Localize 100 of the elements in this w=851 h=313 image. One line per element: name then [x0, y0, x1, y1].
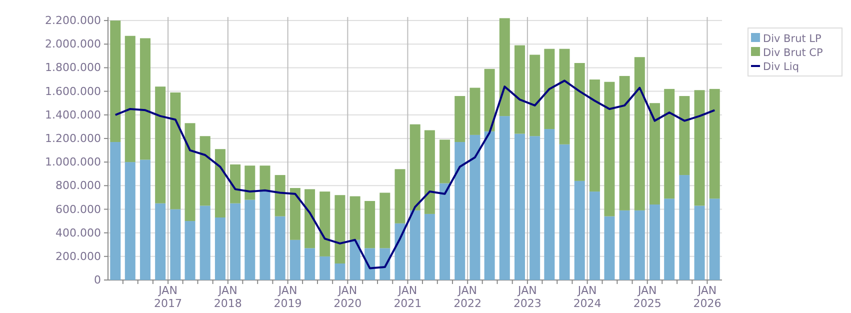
bar [290, 188, 300, 240]
bar [394, 169, 406, 224]
bar [499, 18, 510, 116]
bar [304, 248, 316, 280]
y-tick-label: 200.000 [56, 250, 101, 263]
bar [170, 92, 181, 210]
bar [304, 189, 316, 248]
bar [619, 76, 630, 210]
y-tick-label: 1.200.000 [45, 132, 101, 145]
bar [334, 195, 346, 264]
bar [320, 256, 330, 280]
bar [574, 62, 585, 181]
bar [544, 48, 555, 130]
bar [424, 214, 435, 280]
x-tick-label: JAN 2017 [154, 284, 182, 310]
x-tick-label: JAN 2021 [394, 284, 422, 310]
bar [499, 116, 510, 280]
bar [410, 124, 420, 210]
bar [170, 209, 181, 280]
bar [260, 166, 270, 190]
y-tick-label: 600.000 [56, 202, 101, 216]
bar [140, 160, 150, 280]
y-tick-label: 1.400.000 [45, 108, 101, 122]
x-tick-label: JAN 2019 [274, 284, 302, 310]
bar [274, 175, 286, 216]
bar [110, 142, 121, 280]
bar [124, 36, 136, 162]
bar [440, 183, 450, 280]
bar [184, 123, 196, 222]
bar [184, 221, 196, 280]
bar [604, 82, 615, 216]
bar [155, 203, 166, 280]
bar [230, 164, 241, 204]
bar [230, 203, 241, 280]
bar [484, 68, 495, 132]
bar [619, 210, 630, 280]
bar [124, 162, 136, 280]
bar [200, 206, 210, 280]
bar [140, 38, 150, 160]
x-tick-label: JAN 2018 [214, 284, 242, 310]
x-tick-label: JAN 2022 [454, 284, 482, 310]
bar [200, 136, 210, 206]
bar [260, 190, 270, 280]
bar [634, 57, 645, 210]
legend-label: Div Brut CP [763, 47, 823, 59]
y-tick-label: 400.000 [56, 226, 101, 240]
bar [589, 192, 600, 280]
y-tick-label: 800.000 [56, 179, 101, 192]
bar [364, 248, 376, 280]
bar [470, 134, 480, 280]
bar [530, 136, 540, 280]
bar [634, 210, 645, 280]
line-series [114, 80, 716, 270]
bar [214, 149, 226, 218]
y-tick-label: 2.200.000 [45, 14, 101, 28]
bar [350, 240, 360, 280]
x-tick-label: JAN 2025 [633, 284, 662, 310]
bar [320, 192, 330, 256]
y-tick-label: 2.000.000 [45, 38, 101, 51]
bar [514, 134, 525, 280]
x-tick-label: JAN 2026 [693, 284, 722, 310]
bar [155, 86, 166, 204]
bar [709, 198, 720, 280]
bar [589, 80, 600, 192]
y-tick-label: 1.000.000 [45, 156, 101, 169]
bar [470, 88, 480, 135]
bar [694, 206, 705, 280]
legend-label: Div Liq [763, 61, 799, 73]
bar [530, 54, 540, 136]
bar [484, 131, 495, 280]
bar [544, 129, 555, 280]
x-tick-label: JAN 2023 [513, 284, 542, 310]
x-tick-label: JAN 2020 [334, 284, 362, 310]
bar [454, 142, 466, 280]
legend-label: Div Brut LP [763, 33, 822, 45]
bar [424, 130, 435, 214]
bar [664, 198, 675, 280]
bar [604, 216, 615, 280]
bar [574, 180, 585, 280]
bar [454, 96, 466, 142]
x-tick-label: JAN 2024 [573, 284, 602, 310]
bar [334, 263, 346, 280]
bar [559, 48, 570, 144]
bar [410, 210, 420, 280]
bar [664, 88, 675, 199]
bar [364, 200, 376, 248]
bar [679, 175, 690, 280]
bar [290, 240, 300, 280]
bar [380, 192, 390, 248]
y-tick-label: 1.800.000 [45, 61, 101, 74]
bar [274, 216, 286, 280]
bar [350, 196, 360, 240]
bar [559, 144, 570, 280]
bar [244, 166, 256, 200]
y-tick-label: 0 [94, 274, 101, 287]
bar [394, 223, 406, 280]
bar [649, 204, 660, 280]
bar [110, 20, 121, 142]
bar [514, 45, 525, 134]
bar [440, 140, 450, 184]
